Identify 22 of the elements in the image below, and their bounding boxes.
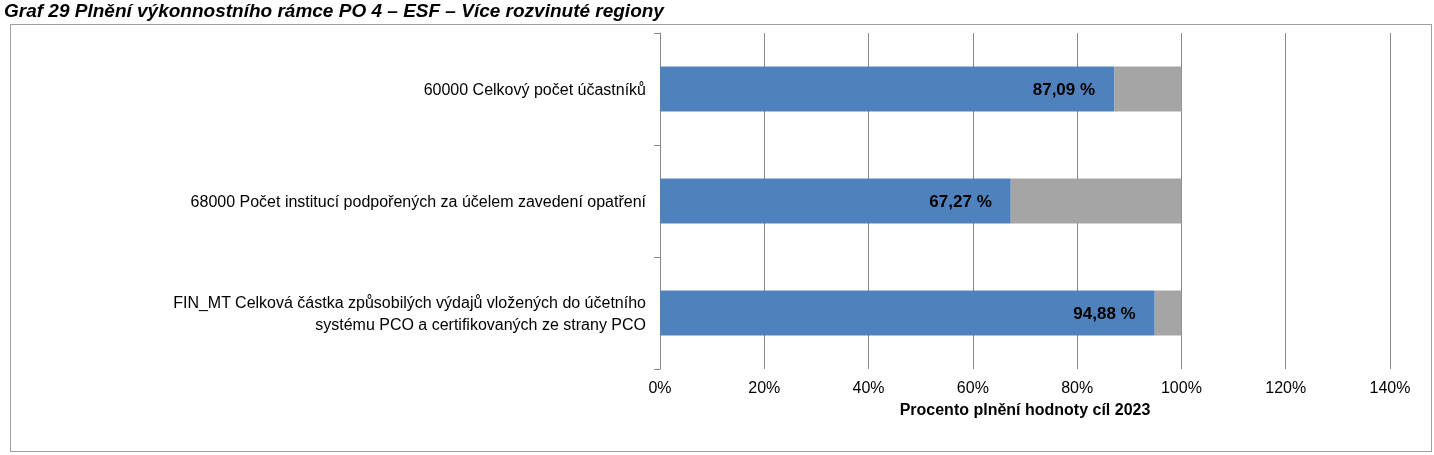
bar [1010, 178, 1182, 224]
x-tick-label: 60% [956, 378, 989, 396]
x-axis-title: Procento plnění hodnoty cíl 2023 [899, 400, 1151, 418]
bar [660, 290, 1155, 336]
x-tick-label: 20% [748, 378, 781, 396]
text: Graf 29 Plnění výkonnostního rámce PO 4 – ESF – Více rozvinuté regiony [4, 0, 664, 22]
x-tick-label: 100% [1160, 378, 1202, 396]
data-label: 87,09 % [1032, 79, 1096, 99]
x-tick-label: 0% [648, 378, 672, 396]
bar [1154, 290, 1182, 336]
data-label: 94,88 % [1073, 303, 1136, 323]
bar [1114, 66, 1182, 112]
x-tick-label: 120% [1265, 378, 1307, 396]
bar [660, 178, 1011, 224]
x-tick-label: 40% [852, 378, 885, 396]
y-tick-label: 60000 Celkový počet účastníků [423, 80, 646, 98]
x-tick-label: 80% [1061, 378, 1094, 396]
y-tick-label: 68000 Počet institucí podpořených za účelem zavedení opatření [190, 192, 647, 210]
x-tick-label: 140% [1369, 378, 1411, 396]
data-label: 67,27 % [929, 191, 992, 211]
y-tick-label: FIN_MT Celková částka způsobilých výdajů vložených do účetního systému PCO a certifikovaných ze strany PCO [173, 293, 647, 333]
bar [660, 66, 1115, 112]
